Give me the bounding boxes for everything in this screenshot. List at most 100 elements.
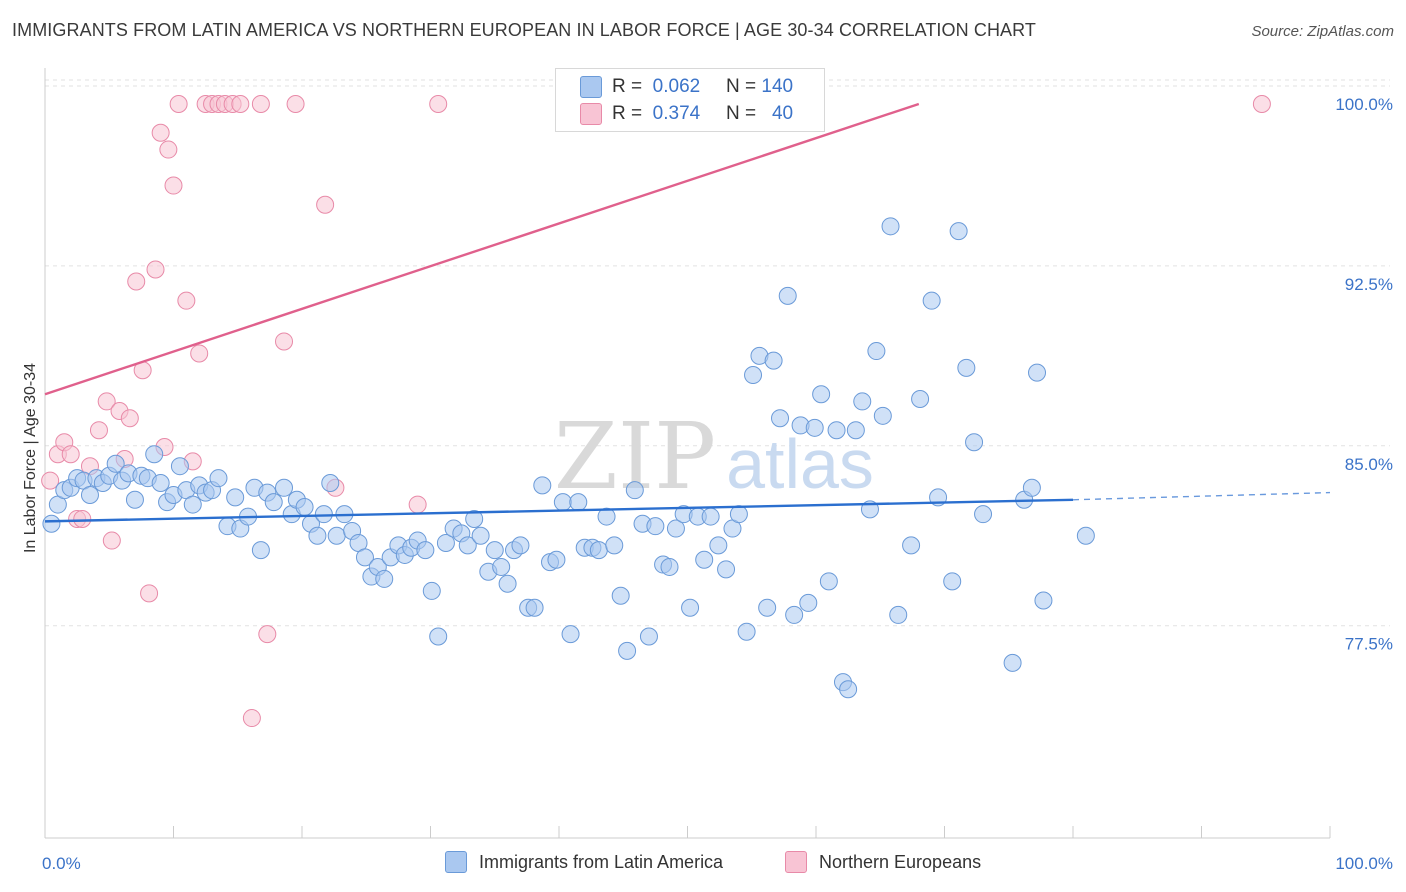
data-point <box>1028 363 1047 382</box>
data-point <box>159 140 178 159</box>
data-point <box>41 471 60 490</box>
chart-title: IMMIGRANTS FROM LATIN AMERICA VS NORTHER… <box>12 20 1037 40</box>
legend-swatch-pink <box>580 103 602 125</box>
data-point <box>97 392 116 411</box>
data-point <box>465 509 484 528</box>
data-point <box>145 445 164 464</box>
data-point <box>618 641 637 660</box>
legend-label: Immigrants from Latin America <box>479 851 724 872</box>
data-point <box>695 550 714 569</box>
data-point <box>853 392 872 411</box>
data-point <box>1252 94 1271 113</box>
data-point <box>974 505 993 524</box>
data-point <box>1003 653 1022 672</box>
stats-legend: R = 0.062 N = 140 R = 0.374 N = 40 <box>555 68 825 132</box>
data-point <box>177 291 196 310</box>
data-point <box>355 548 374 567</box>
data-point <box>965 433 984 452</box>
legend-n-value: 40 <box>771 103 794 124</box>
data-point <box>251 94 270 113</box>
legend-n-label: N = <box>726 76 757 97</box>
x-tick-label: 100.0% <box>1335 854 1393 873</box>
data-point <box>146 260 165 279</box>
data-point <box>286 94 305 113</box>
data-point <box>625 481 644 500</box>
data-point <box>1076 526 1095 545</box>
legend-n-label: N = <box>726 103 757 124</box>
data-point <box>429 94 448 113</box>
data-point <box>231 94 250 113</box>
data-point <box>73 509 92 528</box>
legend-n-value: 140 <box>761 76 794 97</box>
y-tick-label: 100.0% <box>1335 95 1393 114</box>
series-latin-america <box>42 217 1095 699</box>
data-point <box>525 598 544 617</box>
legend-item-northern-europeans[interactable]: Northern Europeans <box>785 851 981 873</box>
data-point <box>799 593 818 612</box>
data-point <box>729 505 748 524</box>
data-point <box>80 485 99 504</box>
data-point <box>873 406 892 425</box>
data-point <box>511 536 530 555</box>
data-point <box>61 445 80 464</box>
data-point <box>190 344 209 363</box>
data-point <box>805 418 824 437</box>
watermark: ZIP atlas <box>554 403 874 510</box>
data-point <box>102 531 121 550</box>
legend-r-label: R = <box>612 103 643 124</box>
data-point <box>778 286 797 305</box>
data-point <box>106 454 125 473</box>
data-point <box>827 421 846 440</box>
legend-swatch-pink <box>785 851 807 873</box>
data-point <box>867 342 886 361</box>
data-point <box>275 332 294 351</box>
data-point <box>485 541 504 560</box>
data-point <box>561 625 580 644</box>
data-point <box>251 541 270 560</box>
legend-r-label: R = <box>612 76 643 97</box>
y-tick-label: 77.5% <box>1345 635 1393 654</box>
data-point <box>258 625 277 644</box>
data-point <box>717 560 736 579</box>
data-point <box>949 222 968 241</box>
data-point <box>492 557 511 576</box>
trend-line <box>44 498 1074 523</box>
data-point <box>471 526 490 545</box>
data-point <box>881 217 900 236</box>
data-point <box>744 366 763 385</box>
data-point <box>140 584 159 603</box>
data-point <box>120 409 139 428</box>
data-point <box>1034 591 1053 610</box>
legend-r-value: 0.062 <box>652 76 701 97</box>
data-point <box>264 493 283 512</box>
data-point <box>660 557 679 576</box>
data-point <box>922 291 941 310</box>
legend-swatch-blue <box>445 851 467 873</box>
data-point <box>533 476 552 495</box>
data-point <box>812 385 831 404</box>
data-point <box>611 586 630 605</box>
data-point <box>498 574 517 593</box>
legend-row-blue: R = 0.062 N = 140 <box>556 74 824 100</box>
data-point <box>943 572 962 591</box>
data-point <box>151 473 170 492</box>
trend-lines <box>44 102 1331 523</box>
watermark-atlas: atlas <box>726 425 874 503</box>
data-point <box>164 176 183 195</box>
data-point <box>42 514 61 533</box>
data-point <box>846 421 865 440</box>
data-point <box>422 581 441 600</box>
legend-swatch-blue <box>580 76 602 98</box>
legend-row-pink: R = 0.374 N = 40 <box>556 101 824 127</box>
data-point <box>242 709 261 728</box>
data-point <box>429 627 448 646</box>
data-point <box>889 605 908 624</box>
data-point <box>771 409 790 428</box>
legend-item-latin-america[interactable]: Immigrants from Latin America <box>445 851 723 873</box>
y-tick-label: 92.5% <box>1345 275 1393 294</box>
data-point <box>375 569 394 588</box>
data-point <box>569 493 588 512</box>
data-point <box>1022 478 1041 497</box>
data-point <box>547 550 566 569</box>
data-point <box>458 536 477 555</box>
